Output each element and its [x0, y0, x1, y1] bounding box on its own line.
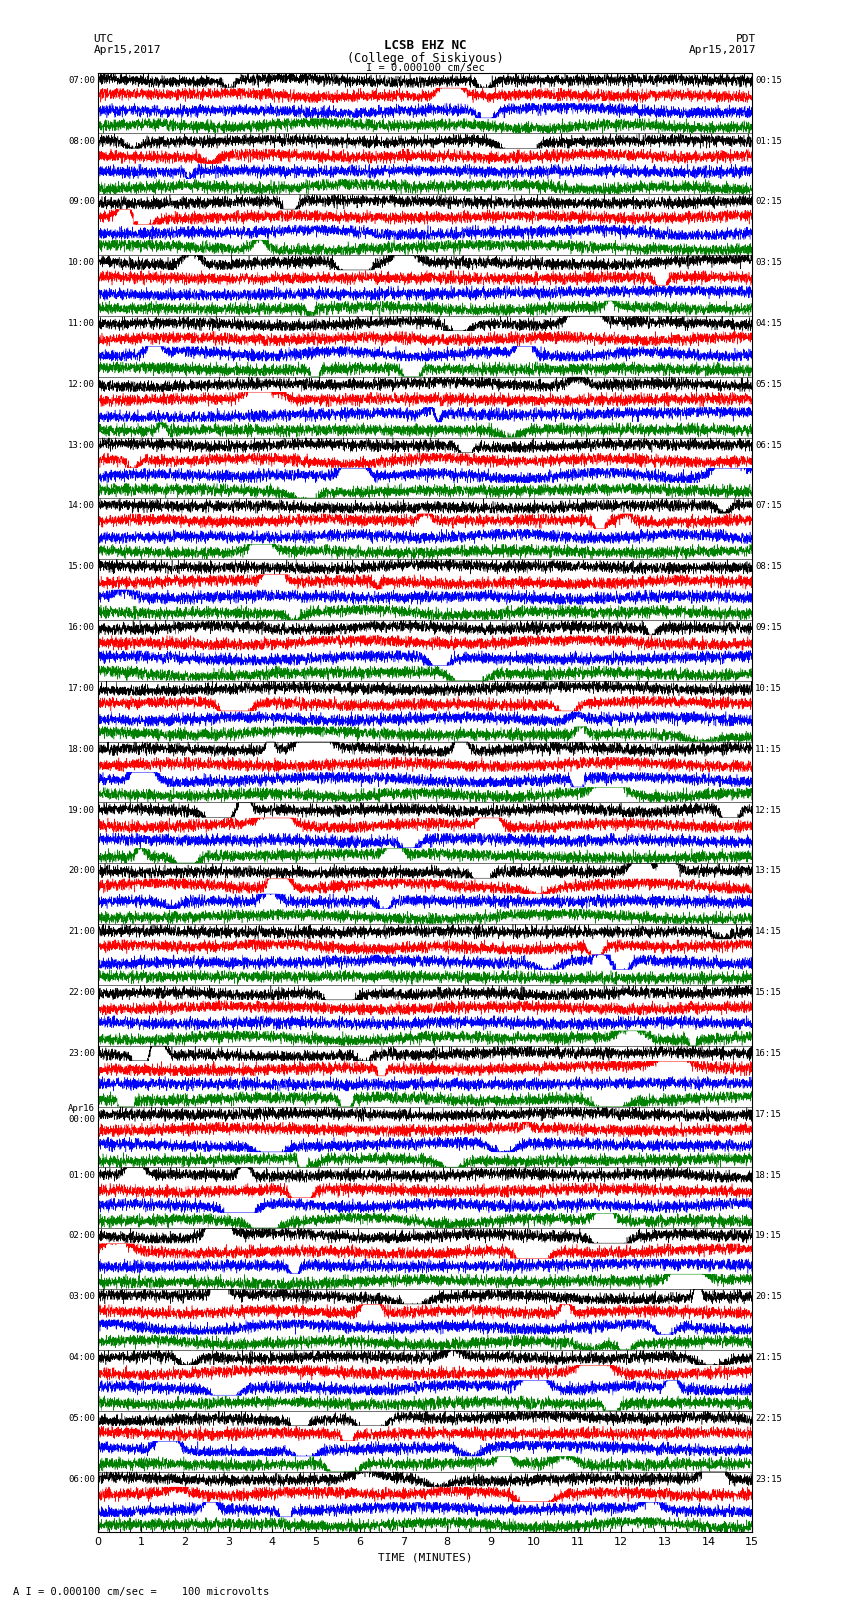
Text: A I = 0.000100 cm/sec =    100 microvolts: A I = 0.000100 cm/sec = 100 microvolts	[13, 1587, 269, 1597]
Text: PDT: PDT	[736, 34, 756, 44]
Text: Apr15,2017: Apr15,2017	[94, 45, 161, 55]
Text: LCSB EHZ NC: LCSB EHZ NC	[383, 39, 467, 52]
Text: Apr15,2017: Apr15,2017	[689, 45, 756, 55]
Text: I = 0.000100 cm/sec: I = 0.000100 cm/sec	[366, 63, 484, 73]
Text: UTC: UTC	[94, 34, 114, 44]
X-axis label: TIME (MINUTES): TIME (MINUTES)	[377, 1553, 473, 1563]
Text: (College of Siskiyous): (College of Siskiyous)	[347, 52, 503, 65]
